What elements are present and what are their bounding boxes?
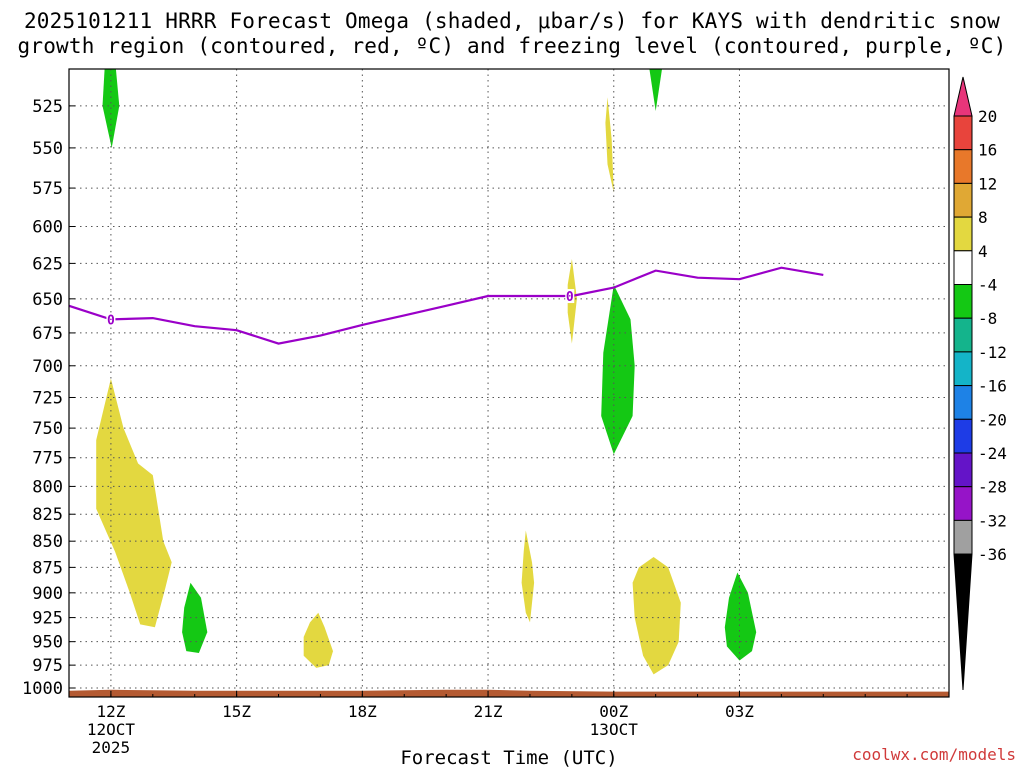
freezing-level-line xyxy=(69,266,824,345)
colorbar-label: 8 xyxy=(978,208,988,227)
colorbar-label: -28 xyxy=(978,478,1007,497)
colorbar-label: -8 xyxy=(978,309,997,328)
chart-title-line-2: growth region (contoured, red, ºC) and f… xyxy=(17,34,1007,58)
y-tick-label-700: 700 xyxy=(32,357,63,377)
colorbar-segment xyxy=(953,182,973,218)
omega-region-downward-4 xyxy=(605,97,614,193)
y-tick-label-975: 975 xyxy=(32,656,63,676)
colorbar-label: -12 xyxy=(978,343,1007,362)
colorbar-segment xyxy=(953,452,973,488)
colorbar-segment xyxy=(953,76,973,117)
y-tick-label-950: 950 xyxy=(32,633,63,653)
omega-region-upward-8 xyxy=(182,582,208,653)
colorbar-label: -20 xyxy=(978,410,1007,429)
omega-region-downward-4 xyxy=(521,530,535,623)
omega-region-downward-4 xyxy=(303,612,333,668)
site-credit: coolwx.com/models xyxy=(852,745,1016,764)
y-tick-label-575: 575 xyxy=(32,179,63,199)
x-tick-label-15Z: 15Z xyxy=(222,702,251,721)
colorbar-segment xyxy=(953,553,973,691)
colorbar-label: -36 xyxy=(978,545,1007,564)
y-tick-label-875: 875 xyxy=(32,558,63,578)
y-tick-label-925: 925 xyxy=(32,609,63,629)
colorbar-segment xyxy=(953,115,973,151)
colorbar-segment xyxy=(953,284,973,319)
omega-region-upward-8 xyxy=(724,572,757,661)
colorbar-segment xyxy=(953,385,973,420)
freezing-level-label-bg xyxy=(106,312,116,327)
x-axis-title: Forecast Time (UTC) xyxy=(400,747,617,768)
y-tick-label-600: 600 xyxy=(32,218,63,238)
x-tick-year-12Z: 2025 xyxy=(92,738,131,757)
x-tick-label-21Z: 21Z xyxy=(474,702,503,721)
x-tick-label-12Z: 12Z xyxy=(96,702,125,721)
colorbar-label: -16 xyxy=(978,377,1007,396)
y-tick-label-550: 550 xyxy=(32,139,63,159)
colorbar-label: 12 xyxy=(978,174,997,193)
y-tick-label-750: 750 xyxy=(32,419,63,439)
y-tick-label-1000: 1000 xyxy=(22,679,63,699)
omega-region-downward-4 xyxy=(632,557,681,675)
x-tick-label-03Z: 03Z xyxy=(725,702,754,721)
freezing-level-label: 0 xyxy=(107,313,115,328)
colorbar-segment xyxy=(953,351,973,387)
y-tick-label-775: 775 xyxy=(32,449,63,469)
plot-frame xyxy=(68,68,950,698)
colorbar-segment xyxy=(953,418,973,454)
colorbar-label: 20 xyxy=(978,107,997,126)
y-tick-label-675: 675 xyxy=(32,324,63,344)
omega-region-upward-8 xyxy=(649,69,662,111)
colorbar-segment xyxy=(953,216,973,252)
colorbar-label: 16 xyxy=(978,141,997,160)
y-tick-label-825: 825 xyxy=(32,505,63,525)
y-tick-label-900: 900 xyxy=(32,584,63,604)
x-tick-label-18Z: 18Z xyxy=(348,702,377,721)
freezing-level-label: 0 xyxy=(566,290,574,305)
colorbar-segment xyxy=(953,317,973,353)
colorbar-segment xyxy=(953,250,973,286)
colorbar-label: -32 xyxy=(978,511,1007,530)
x-tick-date-00Z: 13OCT xyxy=(590,720,639,739)
colorbar-label: -4 xyxy=(978,276,997,295)
omega-region-upward-8 xyxy=(601,284,635,455)
colorbar-label: -24 xyxy=(978,444,1007,463)
colorbar-segment xyxy=(953,519,973,555)
y-tick-label-850: 850 xyxy=(32,532,63,552)
chart-title-line-1: 2025101211 HRRR Forecast Omega (shaded, … xyxy=(23,9,1001,33)
y-tick-label-525: 525 xyxy=(32,97,63,117)
omega-region-downward-4 xyxy=(96,378,172,628)
x-tick-label-00Z: 00Z xyxy=(599,702,628,721)
colorbar-segment xyxy=(953,486,973,521)
y-tick-label-800: 800 xyxy=(32,477,63,497)
y-tick-label-650: 650 xyxy=(32,290,63,310)
freezing-level-label-bg xyxy=(565,289,575,304)
x-tick-date-12Z: 12OCT xyxy=(87,720,136,739)
y-tick-label-625: 625 xyxy=(32,254,63,274)
colorbar-segment xyxy=(953,149,973,184)
colorbar-label: 4 xyxy=(978,242,988,261)
terrain-band xyxy=(69,689,949,697)
y-tick-label-725: 725 xyxy=(32,388,63,408)
